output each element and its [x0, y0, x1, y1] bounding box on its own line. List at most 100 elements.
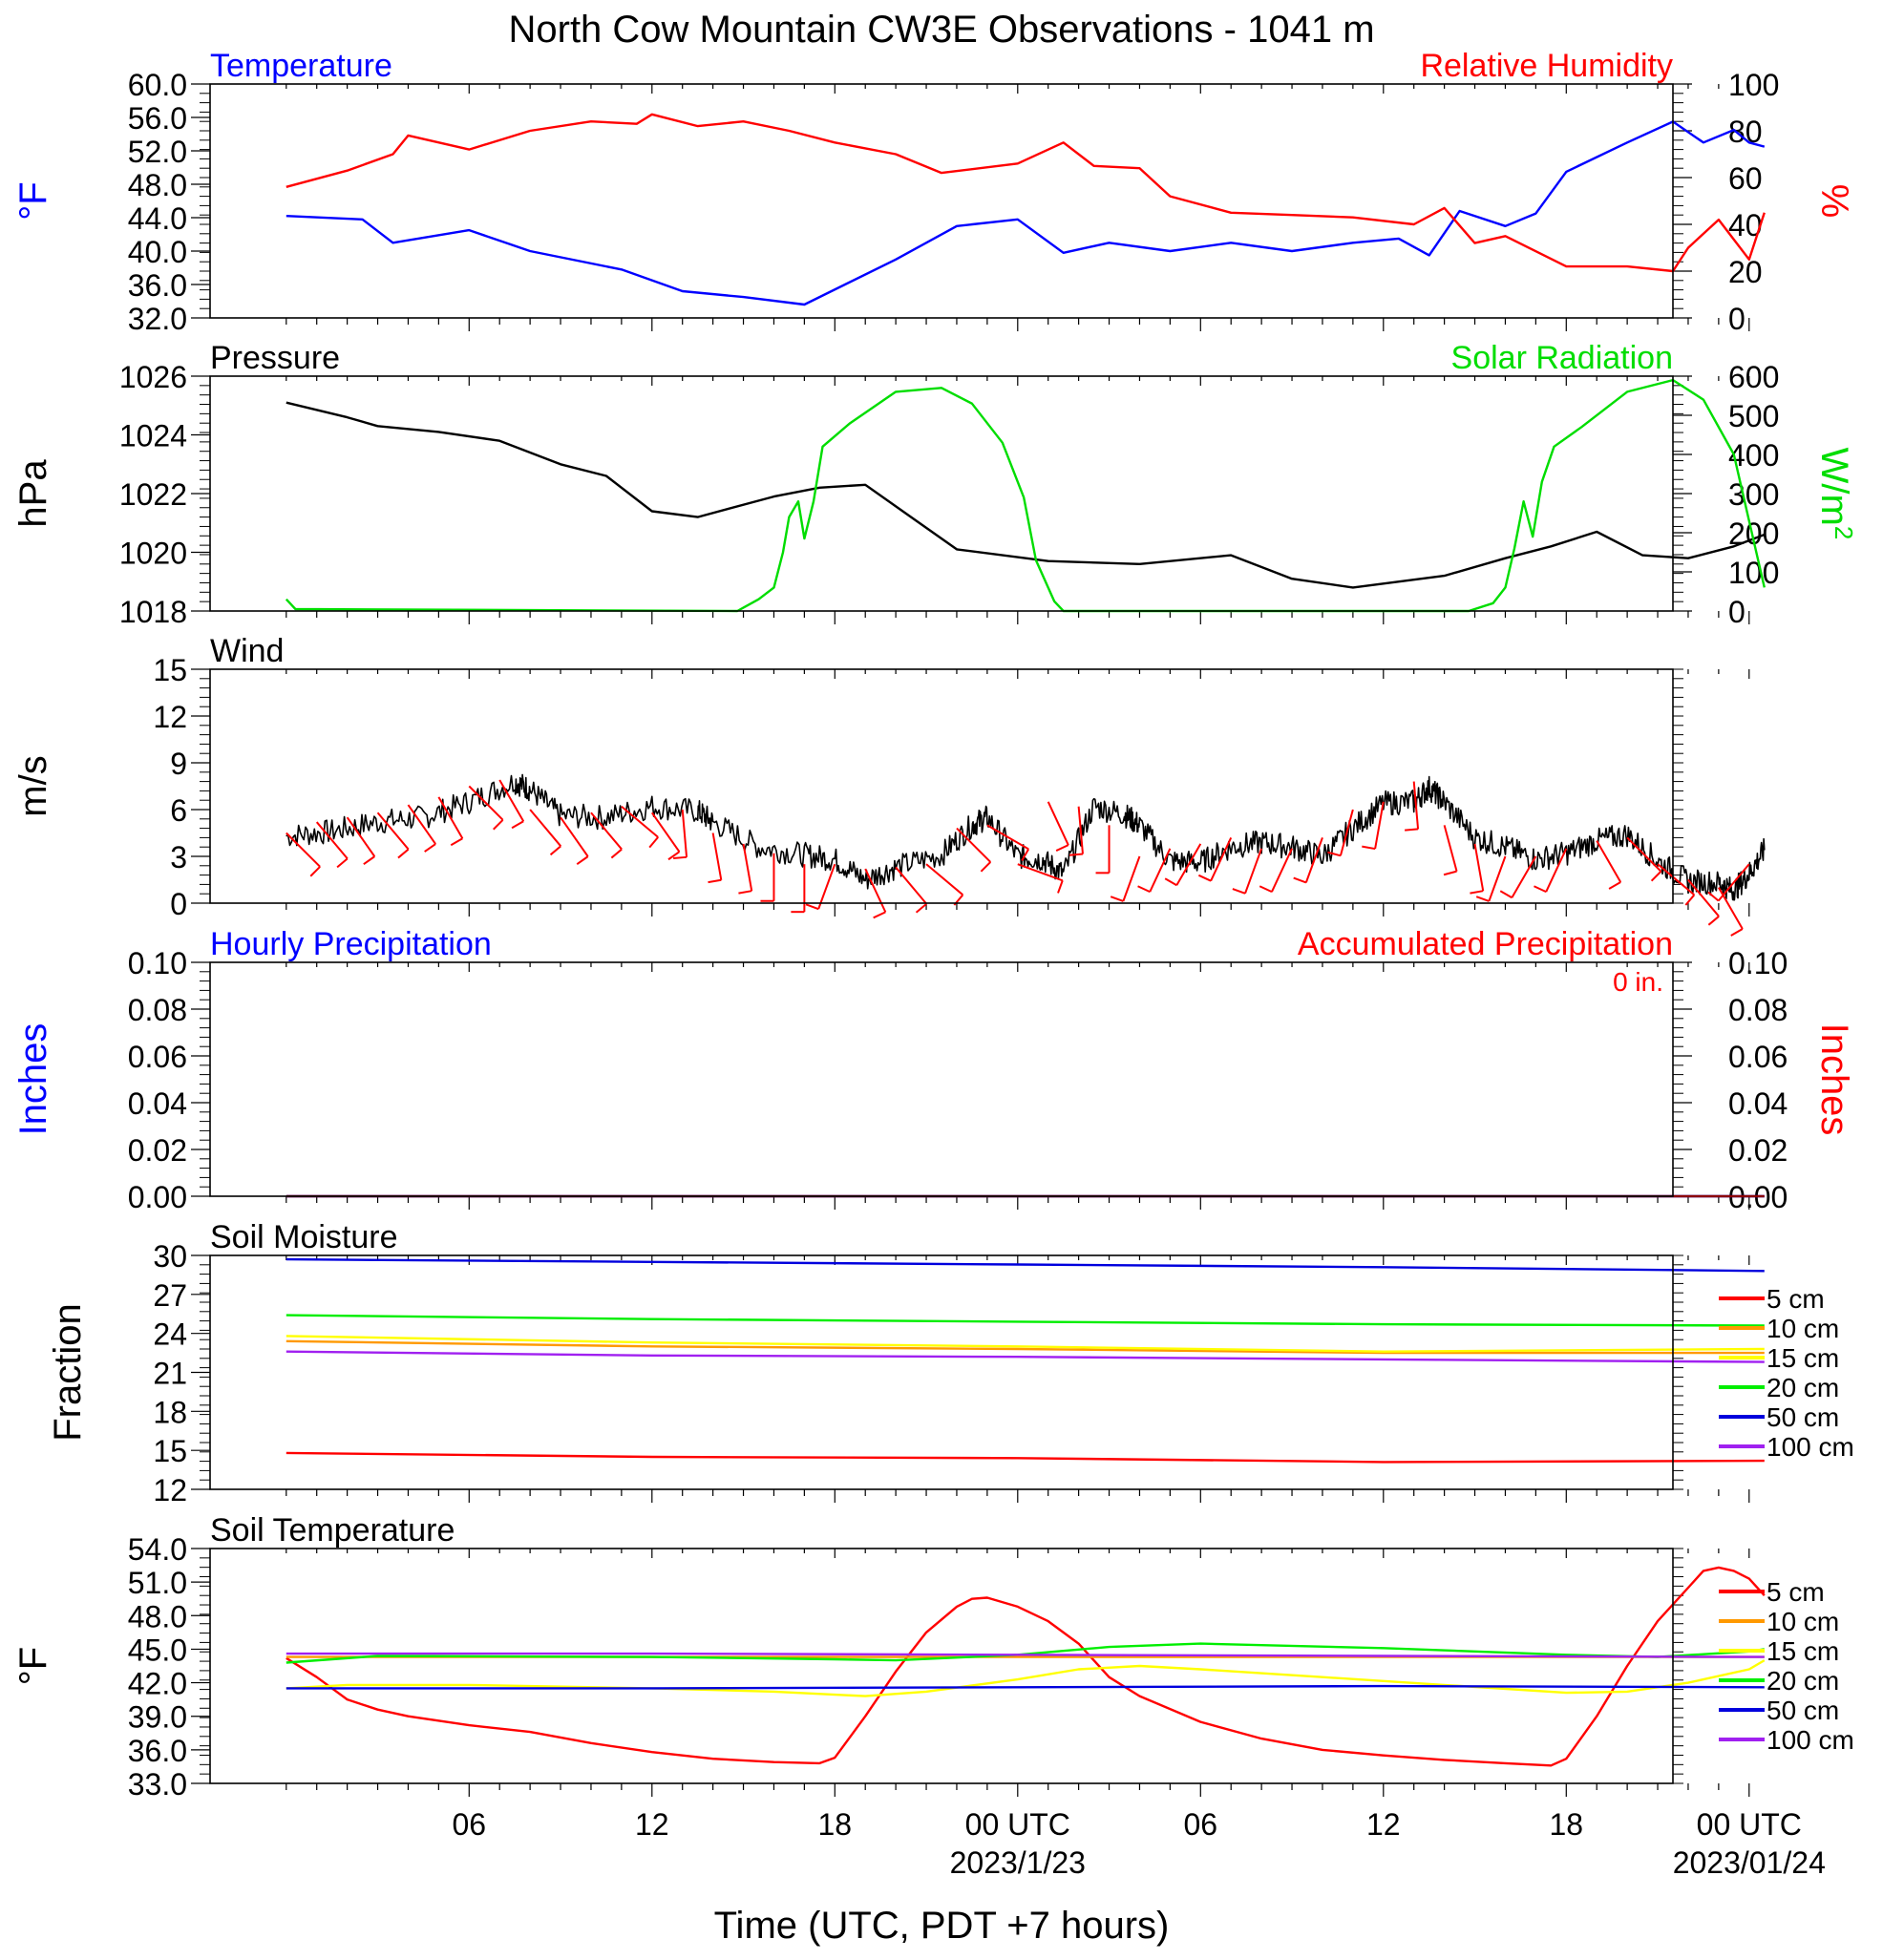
- y-tick-label-left: 32.0: [128, 302, 187, 336]
- y-tick-label-right: 80: [1728, 115, 1763, 149]
- wind-barb-flag: [1259, 885, 1273, 894]
- y-tick-label-left: 44.0: [128, 201, 187, 236]
- legend-label: 50 cm: [1767, 1696, 1839, 1725]
- wind-barb-flag: [610, 848, 623, 859]
- wind-barb-flag: [1110, 896, 1124, 902]
- wind-barb-staff: [1412, 781, 1420, 830]
- y-axis-label-left: hPa: [12, 459, 54, 528]
- wind-barb-flag: [450, 837, 463, 847]
- y-tick-label-left: 56.0: [128, 101, 187, 136]
- series-line-100-cm: [286, 1652, 1765, 1658]
- wind-barb-flag: [980, 861, 992, 873]
- series-line-50-cm: [286, 1257, 1765, 1273]
- chart-title: North Cow Mountain CW3E Observations - 1…: [508, 9, 1374, 51]
- wind-barb-staff: [864, 868, 887, 913]
- wind-barb-staff: [1304, 837, 1323, 883]
- wind-barb-flag: [1470, 890, 1484, 895]
- y-tick-label-left: 45.0: [128, 1633, 187, 1667]
- wind-barb-staff: [1244, 848, 1263, 895]
- y-tick-label-left: 12: [153, 700, 187, 734]
- wind-barb-flag: [1293, 876, 1307, 884]
- y-tick-label-left: 40.0: [128, 235, 187, 269]
- y-tick-label-left: 1020: [119, 537, 187, 571]
- wind-barb-staff: [529, 809, 562, 847]
- y-tick-label-left: 9: [170, 747, 187, 781]
- wind-barb-staff: [1017, 863, 1064, 882]
- y-axis-label-right-superscript: 2: [1830, 526, 1858, 539]
- wind-barb-flag: [1362, 845, 1376, 851]
- wind-barb-flag: [738, 890, 752, 895]
- y-tick-label-left: 33.0: [128, 1767, 187, 1802]
- wind-barb-flag: [336, 857, 349, 869]
- wind-barb-staff: [1210, 836, 1233, 882]
- series-line-wind: [286, 773, 1766, 901]
- y-tick-label-left: 15: [153, 653, 187, 687]
- y-tick-label-left: 54.0: [128, 1532, 187, 1567]
- wind-barb-staff: [1149, 848, 1172, 893]
- y-axis-label-left: m/s: [12, 755, 54, 816]
- wind-barb-flag: [309, 866, 321, 877]
- wind-barb-staff: [650, 811, 681, 853]
- wind-barb-flag: [708, 878, 722, 884]
- wind-barb-staff: [1175, 843, 1202, 886]
- y-tick-label-left: 52.0: [128, 135, 187, 169]
- panel-2: 101810201022102410260100200300400500600h…: [12, 340, 1858, 629]
- wind-barb-staff: [590, 811, 623, 851]
- wind-barb-staff: [1047, 801, 1069, 846]
- wind-barb-flag: [1405, 828, 1419, 832]
- wind-barb-flag: [549, 845, 561, 856]
- wind-barb-staff: [407, 804, 436, 845]
- series-line-10-cm: [286, 1339, 1765, 1355]
- wind-barb-staff: [1687, 878, 1720, 917]
- y-tick-label-right: 300: [1728, 477, 1779, 512]
- y-tick-label-right: 0.04: [1728, 1086, 1788, 1121]
- y-tick-label-right: 100: [1728, 556, 1779, 590]
- y-tick-label-left: 0: [170, 887, 187, 921]
- wind-barb-flag: [1499, 890, 1513, 899]
- panel-frame: [209, 961, 1674, 1197]
- y-tick-label-left: 0.08: [128, 993, 187, 1027]
- wind-barb-flag: [1327, 851, 1342, 857]
- legend-label: 15 cm: [1767, 1636, 1839, 1666]
- wind-barb-flag: [648, 836, 659, 849]
- panel-4: 0.000.020.040.060.080.100.000.020.040.06…: [12, 926, 1855, 1214]
- y-tick-label-left: 3: [170, 840, 187, 875]
- x-tick-label: 00 UTC: [1697, 1807, 1802, 1842]
- y-tick-label-left: 0.04: [128, 1086, 187, 1121]
- wind-barb-staff: [1488, 855, 1507, 902]
- legend-label: 50 cm: [1767, 1402, 1839, 1432]
- wind-barb-staff: [1122, 855, 1141, 902]
- wind-barb-staff: [1657, 863, 1695, 896]
- x-tick-date: 2023/1/23: [950, 1845, 1086, 1880]
- x-tick-label: 12: [635, 1807, 669, 1842]
- panel-title-left: Soil Temperature: [210, 1512, 455, 1549]
- y-tick-label-left: 0.10: [128, 946, 187, 980]
- y-axis-label-left: °F: [12, 1647, 54, 1685]
- legend-label: 5 cm: [1767, 1577, 1825, 1607]
- y-tick-label-right: 0.08: [1728, 993, 1788, 1027]
- y-axis-label-left: Fraction: [47, 1303, 89, 1442]
- wind-barb-flag: [1475, 896, 1490, 902]
- wind-barb-staff: [711, 832, 723, 880]
- y-tick-label-left: 36.0: [128, 1734, 187, 1768]
- wind-barb-flag: [493, 819, 504, 831]
- y-tick-label-left: 48.0: [128, 168, 187, 202]
- panel-title-right: Accumulated Precipitation: [1298, 926, 1673, 962]
- y-tick-label-left: 39.0: [128, 1700, 187, 1735]
- x-tick-label: 06: [1183, 1807, 1217, 1842]
- legend-label: 15 cm: [1767, 1343, 1839, 1373]
- wind-barb-staff: [498, 779, 525, 822]
- legend-label: 100 cm: [1767, 1725, 1854, 1755]
- series-line-50-cm: [286, 1684, 1765, 1690]
- wind-barb-staff: [742, 843, 753, 892]
- wind-barb-flag: [1137, 885, 1151, 894]
- wind-barb-staff: [1511, 855, 1537, 898]
- wind-barb-flag: [1730, 928, 1744, 937]
- wind-barb-flag: [673, 855, 688, 860]
- y-axis-label-left: °F: [12, 181, 54, 220]
- x-tick-label: 18: [1549, 1807, 1583, 1842]
- panel-title-left: Soil Moisture: [210, 1219, 398, 1255]
- wind-barb-flag: [1197, 874, 1212, 882]
- panel-title-left: Wind: [210, 633, 284, 669]
